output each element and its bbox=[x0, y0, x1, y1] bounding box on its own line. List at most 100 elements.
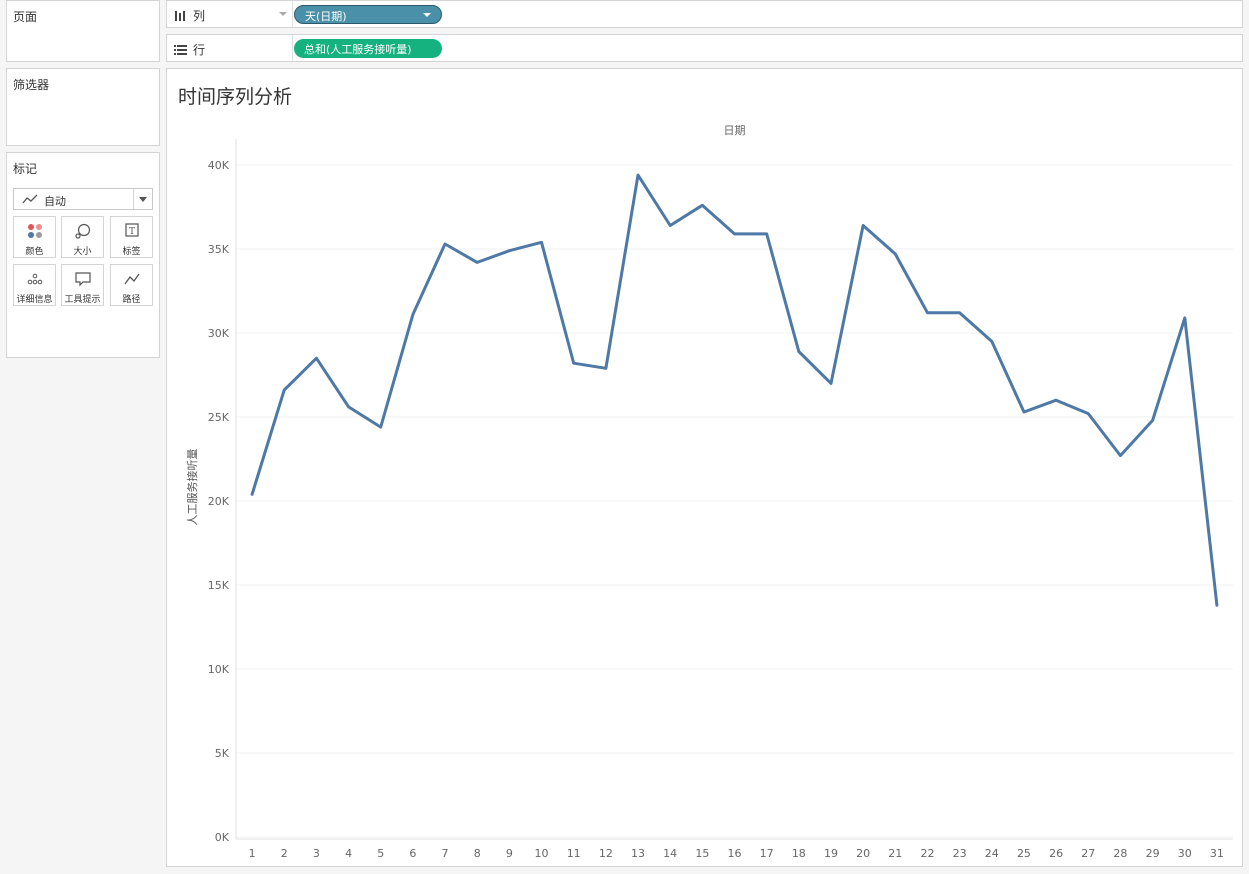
x-tick-label: 1 bbox=[249, 847, 256, 860]
data-point[interactable] bbox=[1086, 412, 1090, 416]
data-point[interactable] bbox=[765, 232, 769, 236]
data-point[interactable] bbox=[990, 339, 994, 343]
x-tick-label: 9 bbox=[506, 847, 513, 860]
data-point[interactable] bbox=[443, 242, 447, 246]
x-tick-label: 13 bbox=[631, 847, 645, 860]
x-tick-label: 23 bbox=[953, 847, 967, 860]
x-tick-label: 21 bbox=[888, 847, 902, 860]
x-tick-label: 15 bbox=[695, 847, 709, 860]
data-point[interactable] bbox=[925, 311, 929, 315]
data-point[interactable] bbox=[282, 388, 286, 392]
data-point[interactable] bbox=[1151, 418, 1155, 422]
x-tick-label: 10 bbox=[535, 847, 549, 860]
y-tick-label: 20K bbox=[208, 495, 230, 508]
x-tick-label: 22 bbox=[920, 847, 934, 860]
data-point[interactable] bbox=[861, 223, 865, 227]
grid-layer bbox=[236, 164, 1233, 838]
size-button[interactable]: 大小 bbox=[61, 216, 104, 258]
data-point[interactable] bbox=[1054, 398, 1058, 402]
sheet-title: 时间序列分析 bbox=[178, 86, 293, 108]
columns-shelf[interactable]: 列 天(日期) bbox=[166, 0, 1243, 28]
x-tick-label: 8 bbox=[474, 847, 481, 860]
svg-text:T: T bbox=[129, 227, 135, 237]
detail-icon bbox=[26, 271, 44, 287]
rows-shelf-label: 行 bbox=[193, 43, 206, 57]
tooltip-icon bbox=[74, 271, 92, 287]
x-tick-label: 19 bbox=[824, 847, 838, 860]
filters-panel[interactable]: 筛选器 bbox=[6, 68, 160, 146]
chevron-down-icon[interactable] bbox=[139, 197, 147, 202]
data-point[interactable] bbox=[1118, 454, 1122, 458]
columns-pill[interactable]: 天(日期) bbox=[294, 5, 442, 24]
y-tick-label: 35K bbox=[208, 243, 230, 256]
x-tick-label: 26 bbox=[1049, 847, 1063, 860]
label-button-label: 标签 bbox=[122, 247, 141, 257]
data-point[interactable] bbox=[700, 203, 704, 207]
data-point[interactable] bbox=[572, 361, 576, 365]
path-button[interactable]: 路径 bbox=[110, 264, 153, 306]
size-button-label: 大小 bbox=[73, 247, 92, 257]
y-tick-label: 15K bbox=[208, 579, 230, 592]
x-tick-label: 7 bbox=[442, 847, 449, 860]
rows-shelf[interactable]: 行 总和(人工服务接听量) bbox=[166, 34, 1243, 62]
tooltip-button-label: 工具提示 bbox=[64, 295, 101, 305]
path-icon bbox=[123, 271, 141, 287]
y-axis-title: 人工服务接听量 bbox=[186, 449, 199, 526]
rows-pill[interactable]: 总和(人工服务接听量) bbox=[294, 39, 442, 58]
data-point[interactable] bbox=[314, 356, 318, 360]
line-layer bbox=[250, 173, 1219, 607]
data-point[interactable] bbox=[604, 366, 608, 370]
label-button[interactable]: T 标签 bbox=[110, 216, 153, 258]
x-tick-label: 5 bbox=[377, 847, 384, 860]
line-mark-icon bbox=[22, 193, 38, 208]
chevron-down-icon[interactable] bbox=[279, 12, 287, 16]
columns-shelf-label: 列 bbox=[193, 9, 206, 23]
pages-panel[interactable]: 页面 bbox=[6, 0, 160, 62]
data-point[interactable] bbox=[893, 252, 897, 256]
data-point[interactable] bbox=[250, 492, 254, 496]
data-point[interactable] bbox=[829, 381, 833, 385]
x-tick-label: 24 bbox=[985, 847, 999, 860]
size-icon bbox=[74, 223, 92, 239]
data-point[interactable] bbox=[411, 313, 415, 317]
data-point[interactable] bbox=[475, 260, 479, 264]
columns-icon bbox=[174, 7, 186, 26]
tooltip-button[interactable]: 工具提示 bbox=[61, 264, 104, 306]
pages-panel-title: 页面 bbox=[13, 10, 38, 24]
data-point[interactable] bbox=[1183, 316, 1187, 320]
dropdown-separator bbox=[133, 189, 134, 209]
x-tick-label: 30 bbox=[1178, 847, 1192, 860]
worksheet-view: 时间序列分析 0K 5K 10K 15K 20K 25K 30K 35K 40K 1 2 3 4 5 6 7 8… bbox=[166, 68, 1243, 867]
detail-button[interactable]: 详细信息 bbox=[13, 264, 56, 306]
data-point[interactable] bbox=[1215, 603, 1219, 607]
columns-shelf-header: 列 bbox=[167, 1, 293, 27]
x-tick-label: 12 bbox=[599, 847, 613, 860]
data-point[interactable] bbox=[507, 249, 511, 253]
y-tick-label: 30K bbox=[208, 327, 230, 340]
color-button-label: 颜色 bbox=[25, 247, 44, 257]
data-point[interactable] bbox=[733, 232, 737, 236]
data-point[interactable] bbox=[1022, 410, 1026, 414]
data-point[interactable] bbox=[540, 240, 544, 244]
x-tick-label: 20 bbox=[856, 847, 870, 860]
x-tick-label: 16 bbox=[728, 847, 742, 860]
y-tick-label: 40K bbox=[208, 159, 230, 172]
y-tick-label: 5K bbox=[215, 747, 230, 760]
color-button[interactable]: 颜色 bbox=[13, 216, 56, 258]
series-line bbox=[250, 173, 1219, 607]
x-tick-label: 29 bbox=[1146, 847, 1160, 860]
pill-dropdown-icon[interactable] bbox=[423, 13, 431, 17]
data-point[interactable] bbox=[636, 173, 640, 177]
x-tick-label: 28 bbox=[1113, 847, 1127, 860]
data-point[interactable] bbox=[379, 425, 383, 429]
data-point[interactable] bbox=[958, 311, 962, 315]
data-point[interactable] bbox=[668, 223, 672, 227]
x-tick-label: 4 bbox=[345, 847, 352, 860]
x-tick-label: 2 bbox=[281, 847, 288, 860]
data-point[interactable] bbox=[797, 349, 801, 353]
mark-type-dropdown[interactable]: 自动 bbox=[13, 188, 153, 210]
data-point[interactable] bbox=[347, 405, 351, 409]
y-tick-label: 0K bbox=[215, 831, 230, 844]
